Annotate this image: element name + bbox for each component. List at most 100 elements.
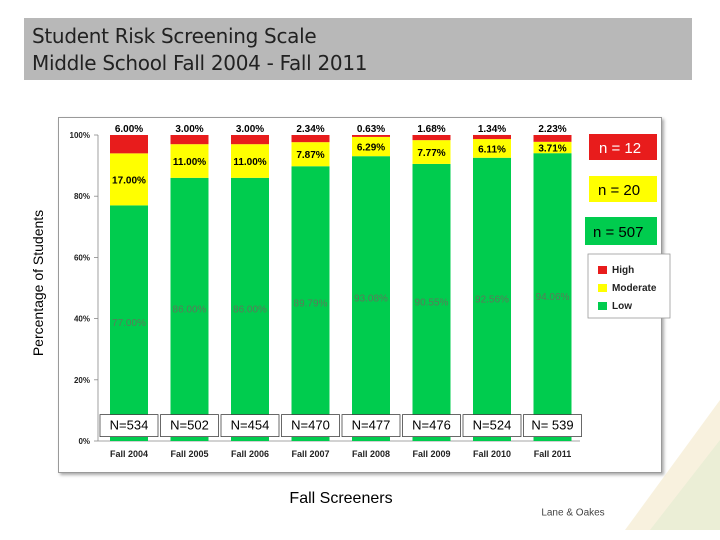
- legend-swatch-moderate: [598, 284, 607, 292]
- bar-moderate: [473, 139, 511, 158]
- data-label-low: 86.00%: [173, 304, 207, 315]
- data-label-moderate: 11.00%: [173, 157, 206, 168]
- y-axis-label: Percentage of Students: [30, 209, 46, 357]
- sample-size-box: [99, 414, 159, 437]
- data-label-low: 92.56%: [475, 294, 509, 305]
- bar-low: [533, 153, 572, 442]
- x-axis-ticks: Fall 2004 Fall 2005 Fall 2006 Fall 2007 Fall…: [110, 449, 571, 459]
- chart-title: Student Risk Screening Scale: [32, 24, 317, 48]
- bar-moderate: [533, 141, 572, 154]
- annotation-n20: n = 20: [589, 176, 657, 202]
- x-tick-label: Fall 2011: [534, 449, 572, 459]
- bar-low: [291, 166, 330, 441]
- sample-size-box: [220, 414, 280, 437]
- annotation-n20-box: [589, 176, 657, 202]
- y-tick-label: 40%: [74, 315, 90, 324]
- x-tick-label: Fall 2006: [231, 449, 269, 459]
- bar-moderate: [412, 140, 451, 164]
- y-tick-label: 60%: [74, 253, 90, 262]
- data-label-high: 1.68%: [417, 124, 445, 135]
- data-label-moderate: 17.00%: [112, 175, 146, 186]
- annotation-n507: n = 507: [585, 217, 657, 245]
- bar-low: [170, 177, 209, 441]
- data-label-low: 94.06%: [536, 292, 570, 303]
- bar-high: [110, 135, 148, 154]
- data-label-moderate: 11.00%: [233, 157, 266, 168]
- x-tick-label: Fall 2005: [170, 449, 208, 459]
- sample-size-label: N=477: [352, 418, 391, 433]
- legend-swatch-low: [598, 302, 607, 310]
- bar-high: [473, 134, 511, 140]
- sample-size-label: N= 539: [531, 418, 573, 433]
- data-label-low: 93.08%: [354, 294, 388, 305]
- sample-size-box: [281, 414, 340, 437]
- data-label-low: 90.55%: [415, 297, 449, 308]
- sample-size-label: N=470: [291, 418, 330, 433]
- annotation-n12-text: n = 12: [599, 140, 641, 157]
- data-label-high: 1.34%: [478, 124, 506, 135]
- data-label-high: 2.34%: [296, 124, 324, 135]
- data-label-moderate: 3.71%: [538, 144, 566, 155]
- sample-size-label: N=534: [110, 418, 149, 433]
- x-tick-label: Fall 2010: [473, 449, 511, 459]
- bar-high: [412, 135, 451, 141]
- x-axis-title: Fall Screeners: [289, 490, 393, 507]
- annotation-n507-text: n = 507: [593, 224, 643, 241]
- sample-size-labels: N=534 N=502 N=454 N=470 N=477 N=476 N=524 N= 53…: [99, 414, 582, 437]
- bar-low: [110, 205, 148, 441]
- sample-size-box: [341, 414, 401, 437]
- x-tick-label: Fall 2009: [412, 449, 450, 459]
- bar-low: [473, 157, 511, 441]
- annotation-n12: n = 12: [589, 134, 657, 160]
- legend-label-moderate: Moderate: [612, 283, 657, 294]
- sample-size-label: N=454: [231, 418, 270, 433]
- sample-size-label: N=502: [170, 418, 209, 433]
- sample-size-box: [523, 414, 582, 437]
- bar-moderate: [352, 136, 390, 157]
- data-label-low: 77.00%: [112, 318, 146, 329]
- data-label-high: 6.00%: [115, 124, 143, 135]
- bar-high: [291, 135, 330, 143]
- data-label-moderate: 7.77%: [417, 148, 445, 159]
- bar-low: [412, 163, 451, 442]
- bar-series-group: [110, 134, 572, 442]
- sample-size-label: N=524: [473, 418, 512, 433]
- bar-moderate: [231, 144, 269, 178]
- bar-moderate: [110, 153, 148, 206]
- title-bar: Student Risk Screening Scale Middle Scho…: [24, 18, 692, 80]
- bar-high: [170, 135, 209, 145]
- y-tick-label: 80%: [74, 192, 90, 201]
- chart-subtitle: Middle School Fall 2004 - Fall 2011: [32, 51, 368, 75]
- data-label-low: 89.79%: [294, 299, 328, 310]
- legend-label-high: High: [612, 265, 634, 276]
- x-tick-label: Fall 2007: [291, 449, 329, 459]
- sample-size-box: [462, 414, 522, 437]
- legend: High Moderate Low: [587, 253, 671, 319]
- data-label-moderate: 7.87%: [296, 150, 324, 161]
- legend-swatch-high: [598, 266, 607, 274]
- sample-size-box: [160, 414, 219, 437]
- data-label-high: 0.63%: [357, 124, 385, 135]
- data-labels-group: 77.00% 17.00% 6.00% 86.00% 11.00% 3.00% 86.00%…: [112, 124, 570, 329]
- y-tick-label: 20%: [74, 376, 90, 385]
- bar-low: [231, 177, 269, 441]
- bar-low: [352, 156, 390, 441]
- bar-moderate: [170, 144, 209, 178]
- annotation-n12-box: [589, 134, 657, 160]
- x-tick-label: Fall 2008: [352, 449, 390, 459]
- data-label-low: 86.00%: [233, 304, 267, 315]
- y-tick-label: 0%: [78, 437, 90, 446]
- sample-size-label: N=476: [412, 418, 451, 433]
- bar-moderate: [291, 142, 330, 167]
- bar-high: [231, 135, 269, 145]
- x-tick-label: Fall 2004: [110, 449, 148, 459]
- bar-high: [533, 135, 572, 142]
- data-label-high: 3.00%: [236, 124, 264, 135]
- data-label-high: 3.00%: [175, 124, 203, 135]
- data-label-moderate: 6.11%: [478, 144, 506, 155]
- annotation-n20-text: n = 20: [598, 182, 640, 199]
- data-label-high: 2.23%: [538, 124, 566, 135]
- bar-high: [352, 135, 390, 137]
- y-tick-label: 100%: [70, 131, 90, 140]
